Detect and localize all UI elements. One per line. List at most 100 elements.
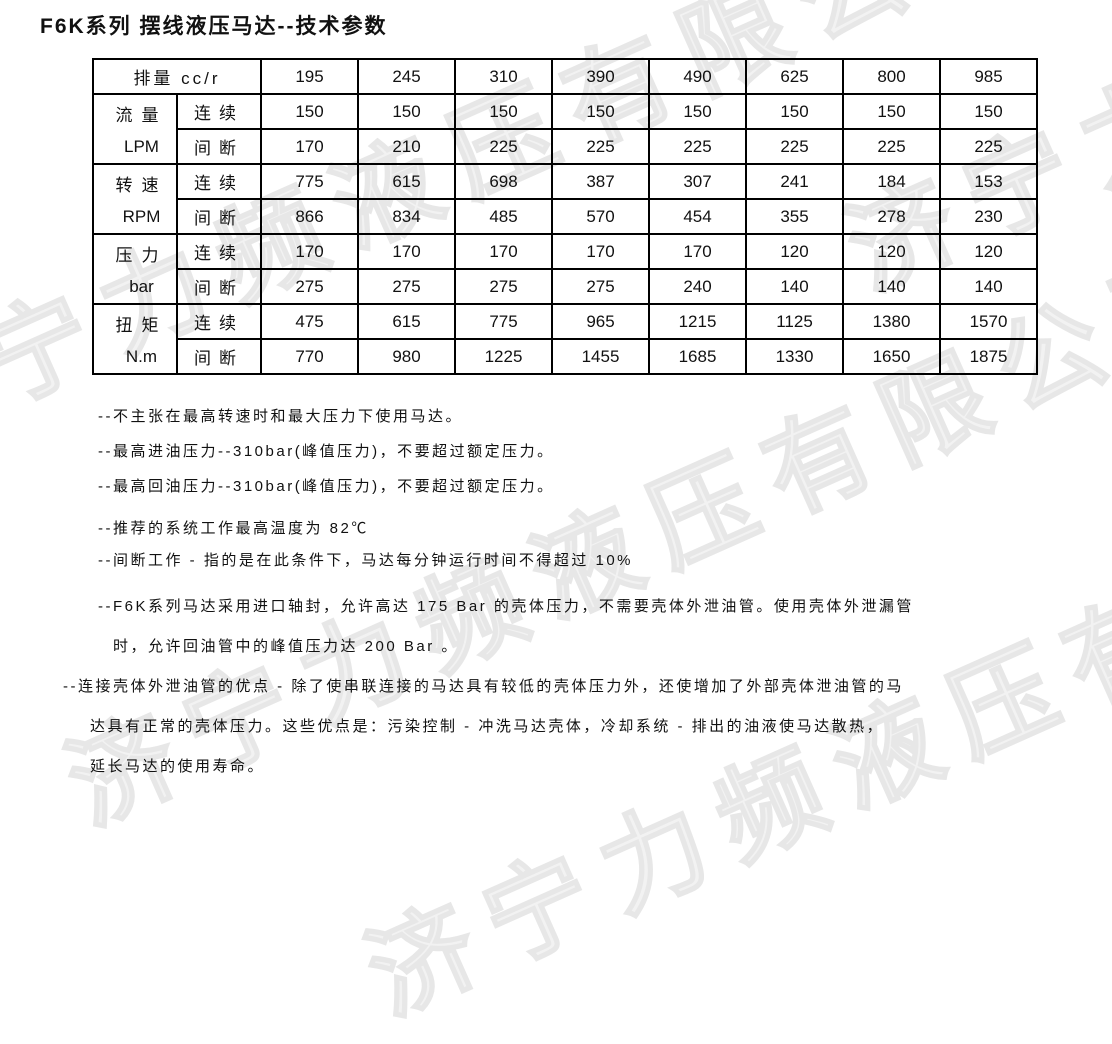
note-line: --F6K系列马达采用进口轴封，允许高达 175 Bar 的壳体压力，不需要壳体… xyxy=(98,598,914,615)
spec-table: 排量 cc/r 195 245 310 390 490 625 800 985 … xyxy=(92,58,1038,375)
note-line: 延长马达的使用寿命。 xyxy=(90,758,266,775)
table-cell: 225 xyxy=(745,128,844,165)
table-row: 压力 bar 连续 170 170 170 170 170 120 120 12… xyxy=(92,233,1038,305)
table-cell: 387 xyxy=(551,163,650,200)
table-cell: 485 xyxy=(454,198,553,235)
mode-label-cell: 间断 xyxy=(176,268,262,305)
row-group-label-flow: 流量 LPM xyxy=(92,93,178,165)
table-cell: 1225 xyxy=(454,338,553,375)
table-cell: 275 xyxy=(260,268,359,305)
table-cell: 225 xyxy=(454,128,553,165)
table-cell: 230 xyxy=(939,198,1038,235)
mode-label-cell: 连续 xyxy=(176,303,262,340)
table-cell: 1875 xyxy=(939,338,1038,375)
table-row-header: 排量 cc/r 195 245 310 390 490 625 800 985 xyxy=(92,58,1038,95)
group-name: 压力 xyxy=(115,246,168,266)
table-cell: 1570 xyxy=(939,303,1038,340)
table-cell: 153 xyxy=(939,163,1038,200)
notes-section: --不主张在最高转速时和最大压力下使用马达。 --最高进油压力--310bar(… xyxy=(63,406,1078,777)
table-cell: 355 xyxy=(745,198,844,235)
table-cell: 1650 xyxy=(842,338,941,375)
table-cell: 275 xyxy=(357,268,456,305)
table-cell: 1455 xyxy=(551,338,650,375)
page-title: F6K系列 摆线液压马达--技术参数 xyxy=(40,15,388,38)
note-line: --不主张在最高转速时和最大压力下使用马达。 xyxy=(98,408,463,425)
table-cell: 150 xyxy=(842,93,941,130)
table-cell: 150 xyxy=(648,93,747,130)
row-group-label-speed: 转速 RPM xyxy=(92,163,178,235)
table-cell: 210 xyxy=(357,128,456,165)
group-name: 流量 xyxy=(115,106,168,126)
note-line: --推荐的系统工作最高温度为 82℃ xyxy=(98,520,369,537)
note-line: 时，允许回油管中的峰值压力达 200 Bar 。 xyxy=(113,638,459,655)
table-cell: 170 xyxy=(648,233,747,270)
table-cell: 170 xyxy=(357,233,456,270)
displacement-header-label: 排量 cc/r xyxy=(92,58,262,95)
table-row: 扭矩 N.m 连续 475 615 775 965 1215 1125 1380… xyxy=(92,303,1038,375)
table-cell: 120 xyxy=(745,233,844,270)
table-cell: 140 xyxy=(842,268,941,305)
table-cell: 150 xyxy=(745,93,844,130)
table-cell: 770 xyxy=(260,338,359,375)
table-cell: 615 xyxy=(357,163,456,200)
mode-label-cell: 连续 xyxy=(176,93,262,130)
table-cell: 1330 xyxy=(745,338,844,375)
note-line: --最高回油压力--310bar(峰值压力)，不要超过额定压力。 xyxy=(98,478,555,495)
group-name: 转速 xyxy=(115,176,168,196)
group-unit: LPM xyxy=(124,136,159,156)
table-cell: 120 xyxy=(842,233,941,270)
displacement-value-cell: 310 xyxy=(454,58,553,95)
table-cell: 834 xyxy=(357,198,456,235)
table-cell: 150 xyxy=(357,93,456,130)
table-cell: 150 xyxy=(454,93,553,130)
table-cell: 150 xyxy=(939,93,1038,130)
table-cell: 698 xyxy=(454,163,553,200)
table-row: 间断 866 834 485 570 454 355 278 230 xyxy=(93,198,1038,235)
table-cell: 775 xyxy=(260,163,359,200)
table-cell: 1685 xyxy=(648,338,747,375)
table-cell: 170 xyxy=(454,233,553,270)
table-row: 转速 RPM 连续 775 615 698 387 307 241 184 15… xyxy=(92,163,1038,235)
mode-label-cell: 间断 xyxy=(176,198,262,235)
table-cell: 120 xyxy=(939,233,1038,270)
table-cell: 184 xyxy=(842,163,941,200)
table-cell: 225 xyxy=(551,128,650,165)
table-cell: 866 xyxy=(260,198,359,235)
table-row: 间断 170 210 225 225 225 225 225 225 xyxy=(93,128,1038,165)
group-unit: RPM xyxy=(122,206,161,226)
table-cell: 965 xyxy=(551,303,650,340)
table-cell: 240 xyxy=(648,268,747,305)
table-row: 流量 LPM 连续 150 150 150 150 150 150 150 15… xyxy=(92,93,1038,165)
displacement-value-cell: 390 xyxy=(551,58,650,95)
table-cell: 170 xyxy=(260,233,359,270)
table-cell: 225 xyxy=(648,128,747,165)
table-cell: 241 xyxy=(745,163,844,200)
displacement-value-cell: 800 xyxy=(842,58,941,95)
mode-label-cell: 连续 xyxy=(176,233,262,270)
row-group-label-torque: 扭矩 N.m xyxy=(92,303,178,375)
displacement-value-cell: 625 xyxy=(745,58,844,95)
table-cell: 225 xyxy=(842,128,941,165)
mode-label-cell: 间断 xyxy=(176,338,262,375)
table-cell: 170 xyxy=(260,128,359,165)
group-unit: bar xyxy=(129,276,154,296)
table-cell: 980 xyxy=(357,338,456,375)
table-cell: 775 xyxy=(454,303,553,340)
table-cell: 307 xyxy=(648,163,747,200)
table-row: 间断 275 275 275 275 240 140 140 140 xyxy=(93,268,1038,305)
displacement-value-cell: 195 xyxy=(260,58,359,95)
table-cell: 570 xyxy=(551,198,650,235)
table-cell: 150 xyxy=(260,93,359,130)
table-cell: 475 xyxy=(260,303,359,340)
table-cell: 278 xyxy=(842,198,941,235)
mode-label-cell: 连续 xyxy=(176,163,262,200)
table-cell: 275 xyxy=(454,268,553,305)
table-cell: 150 xyxy=(551,93,650,130)
group-unit: N.m xyxy=(125,346,158,366)
group-name: 扭矩 xyxy=(115,316,168,336)
note-line: --间断工作 - 指的是在此条件下，马达每分钟运行时间不得超过 10% xyxy=(98,552,634,569)
table-cell: 140 xyxy=(745,268,844,305)
table-cell: 1125 xyxy=(745,303,844,340)
note-line: 达具有正常的壳体压力。这些优点是：污染控制 - 冲洗马达壳体，冷却系统 - 排出… xyxy=(90,718,885,735)
table-cell: 275 xyxy=(551,268,650,305)
